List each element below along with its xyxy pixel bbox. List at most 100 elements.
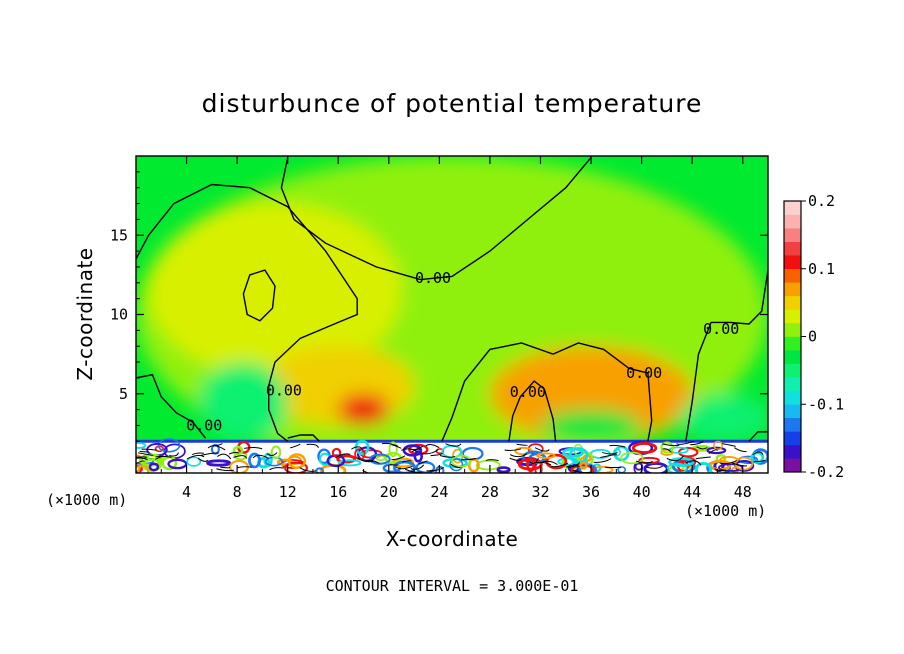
surface-eddy [157,438,181,453]
surface-contour [734,447,747,453]
surface-contour [139,451,149,453]
colorbar-swatch [784,431,801,446]
surface-contour [666,455,684,462]
surface-eddy [536,452,556,459]
colorbar-swatch [784,390,801,405]
surface-eddy [562,447,584,458]
x-tick-label: 44 [683,483,701,501]
surface-contour [662,448,672,453]
surface-contour [533,461,552,466]
surface-contour [191,452,204,456]
surface-contour [516,443,528,446]
zero-contour-line [441,342,653,442]
colorbar-swatch [784,377,801,391]
surface-eddy [660,448,674,456]
colorbar-swatch [784,363,801,378]
surface-contour [351,446,363,451]
colorbar-swatch [784,444,801,459]
surface-contour [676,440,695,445]
surface-contour [335,453,351,459]
surface-contour [753,459,766,463]
surface-contour [168,452,179,457]
colorbar-swatch [784,404,801,419]
surface-contour [136,460,145,465]
surface-contour [252,454,270,459]
surface-eddy [631,442,658,454]
surface-contour [290,443,301,449]
surface-contour [534,447,550,452]
surface-eddy [331,447,342,458]
surface-contour [426,469,436,472]
x-axis-unit: (×1000 m) [685,502,766,520]
colorbar-swatch [784,282,801,297]
surface-eddy [388,441,398,458]
surface-eddy [186,456,202,467]
x-tick-label: 16 [329,483,347,501]
surface-eddy [402,444,423,457]
surface-contour [401,448,417,452]
zero-contours [136,157,768,442]
x-tick-label: 12 [279,483,297,501]
x-axis-ticks: 4 8 12 16 20 24 28 32 36 40 44 48 [160,156,752,501]
surface-contour [395,465,413,470]
y-axis-ticks: 5 10 15 [110,171,768,458]
surface-contour [266,452,278,456]
colorbar-swatch [784,295,801,310]
surface-eddy [706,446,727,455]
zero-contour-line [280,157,592,281]
x-tick-label: 28 [481,483,499,501]
colorbar-swatch [784,201,801,215]
y-tick-label: 15 [110,226,128,244]
surface-contour [461,457,477,461]
field-region [338,393,389,426]
contour-interval-note: CONTOUR INTERVAL = 3.000E-01 [326,577,579,595]
surface-contour [662,443,680,447]
zero-contour-line [136,183,358,442]
colorbar: 0.2 0.1 0 -0.1 -0.2 [783,192,844,481]
surface-layer [136,438,768,473]
x-tick-label: 36 [582,483,600,501]
surface-contour [200,452,219,456]
colorbar-swatch [784,214,801,229]
zero-contour-ring [242,269,276,322]
y-axis-unit: (×1000 m) [46,491,127,509]
colorbar-swatch [784,228,801,242]
surface-contour [430,453,443,457]
y-axis-label: Z-coordinate [73,247,97,380]
surface-contour [708,449,719,455]
field-region [679,393,768,442]
surface-eddy [750,451,765,464]
surface-contour [418,460,428,465]
x-tick-label: 24 [430,483,448,501]
surface-eddy [449,458,464,472]
contour-label: 0.00 [703,320,739,338]
surface-contour [609,444,626,448]
zero-contour-line [685,269,768,442]
surface-eddy [738,455,759,465]
x-tick-label: 40 [633,483,651,501]
surface-eddy [206,459,232,467]
surface-eddy [526,457,536,473]
surface-contour [600,454,617,458]
surface-contour [381,442,399,447]
surface-eddy [475,459,501,471]
x-tick-label: 8 [233,483,242,501]
surface-eddy [634,462,644,471]
surface-contour [136,457,148,460]
surface-contour [551,462,569,468]
x-tick-label: 20 [380,483,398,501]
surface-contour [752,451,764,456]
surface-contour [207,445,226,451]
surface-contour [228,451,239,455]
y-tick-label: 10 [110,306,128,324]
zero-contour-line [136,373,207,439]
colorbar-swatch [784,255,801,270]
surface-eddy [713,440,723,451]
surface-contour [410,464,425,470]
colorbar-swatch [784,309,801,324]
surface-contour [731,462,748,467]
surface-contour [566,465,580,468]
surface-contour [402,460,412,463]
surface-contour [646,465,663,469]
